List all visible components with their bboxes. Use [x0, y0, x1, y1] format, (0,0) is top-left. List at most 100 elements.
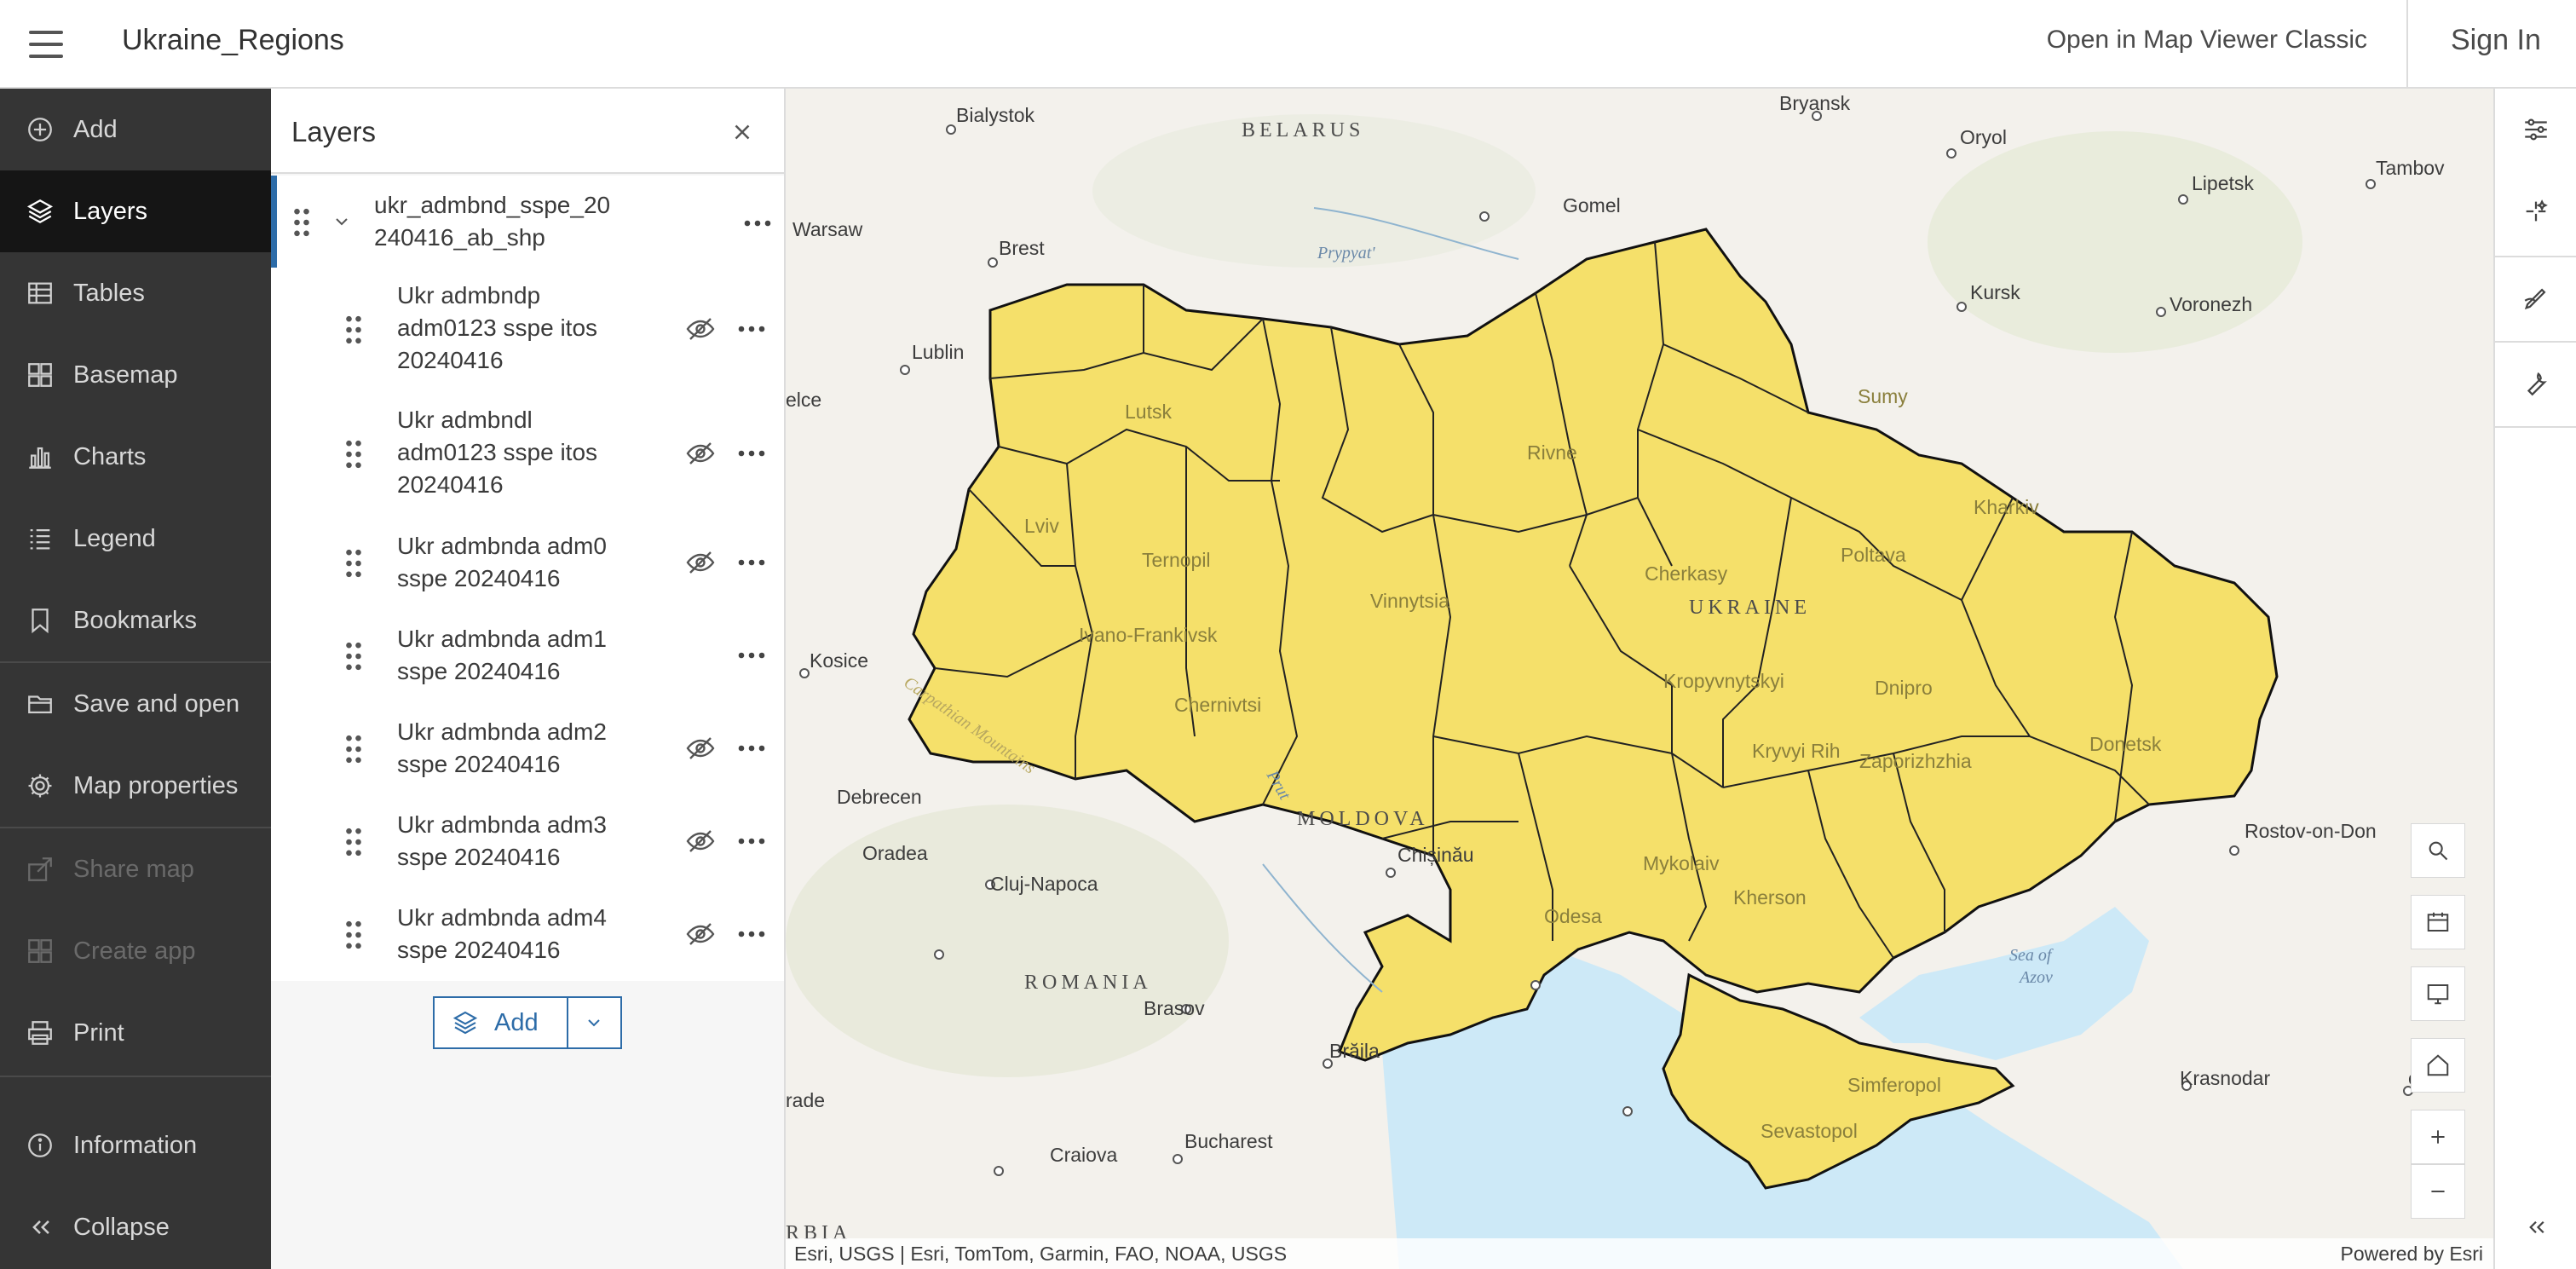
more-options-icon[interactable] — [736, 314, 767, 344]
visibility-off-icon[interactable] — [685, 438, 716, 469]
drag-handle-icon[interactable] — [344, 314, 363, 346]
zoom-in-button[interactable] — [2411, 1110, 2465, 1164]
zoom-out-button[interactable] — [2411, 1164, 2465, 1219]
layer-item[interactable]: Ukr admbndl adm0123 sspe itos 20240416 — [271, 392, 784, 516]
add-layer-button[interactable]: Add — [435, 998, 568, 1047]
share-icon — [26, 855, 55, 884]
more-options-icon[interactable] — [736, 547, 767, 578]
open-in-map-viewer-classic-link[interactable]: Open in Map Viewer Classic — [2046, 26, 2367, 54]
nav-charts[interactable]: Charts — [0, 416, 271, 498]
calendar-icon — [2427, 912, 2449, 932]
basemap-gallery-button[interactable] — [2411, 895, 2465, 949]
drag-handle-icon[interactable] — [292, 206, 311, 239]
chart-icon — [26, 442, 55, 471]
layer-item[interactable]: Ukr admbnda adm3 sspe 20240416 — [271, 795, 784, 888]
properties-button[interactable] — [2495, 89, 2576, 170]
info-icon — [26, 1131, 55, 1160]
layer-name: Ukr admbnda adm0 sspe 20240416 — [397, 533, 607, 591]
powered-by-esri[interactable]: Powered by Esri — [2340, 1243, 2483, 1265]
add-layer-split-button: Add — [433, 996, 622, 1049]
nav-collapse[interactable]: Collapse — [0, 1186, 271, 1268]
more-options-icon[interactable] — [736, 919, 767, 949]
monitor-icon — [2427, 984, 2449, 1005]
effects-button[interactable] — [2495, 170, 2576, 252]
visibility-off-icon[interactable] — [685, 826, 716, 857]
layer-name: Ukr admbndp adm0123 sspe itos 20240416 — [397, 282, 598, 373]
nav-basemap[interactable]: Basemap — [0, 334, 271, 416]
map-label-city: Bucharest — [1184, 1130, 1273, 1152]
visibility-off-icon[interactable] — [685, 314, 716, 344]
sketch-button[interactable] — [2495, 257, 2576, 339]
map-label-city: Krasnodar — [2180, 1067, 2271, 1089]
map-label-city: Bialystok — [956, 104, 1035, 126]
nav-basemap-label: Basemap — [73, 361, 178, 389]
map-label-belarus: BELARUS — [1242, 119, 1365, 141]
layers-icon — [452, 1011, 478, 1035]
more-options-icon[interactable] — [736, 826, 767, 857]
chevron-down-icon[interactable] — [331, 211, 352, 232]
map-label-city: rade — [786, 1089, 826, 1111]
nav-share-map[interactable]: Share map — [0, 828, 271, 910]
nav-divider — [0, 1076, 271, 1077]
more-options-icon[interactable] — [736, 733, 767, 764]
city-markers — [799, 111, 2413, 1176]
nav-save-and-open[interactable]: Save and open — [0, 663, 271, 745]
map-label-region: Sumy — [1858, 385, 1908, 407]
map-label-city: Gomel — [1563, 194, 1621, 216]
visibility-off-icon[interactable] — [685, 919, 716, 949]
drag-handle-icon[interactable] — [344, 733, 363, 765]
drag-handle-icon[interactable] — [344, 826, 363, 858]
hamburger-menu-icon[interactable] — [22, 20, 70, 68]
tools-button[interactable] — [2495, 343, 2576, 424]
layer-group-row[interactable]: ukr_admbnd_sspe_20 240416_ab_shp — [271, 176, 784, 268]
map-label-sea: Sea of — [2009, 946, 2052, 965]
map-label-city: Oryol — [1960, 126, 2007, 148]
app-icon — [26, 937, 55, 966]
add-layer-dropdown[interactable] — [568, 998, 620, 1047]
nav-map-properties[interactable]: Map properties — [0, 745, 271, 827]
drag-handle-icon[interactable] — [344, 438, 363, 470]
map-label-city: Craiova — [1050, 1144, 1118, 1166]
more-options-icon[interactable] — [742, 208, 773, 239]
map-label-city: Lipetsk — [2192, 172, 2254, 194]
map-label-city: Brăila — [1329, 1040, 1380, 1062]
map-label-region: Chernivtsi — [1174, 694, 1262, 716]
map-label-city: Voronezh — [2170, 293, 2253, 315]
layer-item[interactable]: Ukr admbnda adm2 sspe 20240416 — [271, 702, 784, 795]
more-options-icon[interactable] — [736, 438, 767, 469]
nav-bookmarks-label: Bookmarks — [73, 606, 198, 634]
map-view[interactable]: BELARUS UKRAINE MOLDOVA ROMANIA RBIA Bia… — [786, 89, 2493, 1269]
fullscreen-button[interactable] — [2411, 966, 2465, 1021]
nav-information[interactable]: Information — [0, 1105, 271, 1186]
nav-information-label: Information — [73, 1131, 198, 1159]
map-label-ukraine: UKRAINE — [1689, 597, 1811, 619]
layer-item[interactable]: Ukr admbnda adm0 sspe 20240416 — [271, 516, 784, 609]
map-label-region: Ivano-Frankivsk — [1079, 624, 1218, 646]
drag-handle-icon[interactable] — [344, 547, 363, 580]
expand-toolbar-button[interactable] — [2495, 1186, 2576, 1268]
search-button[interactable] — [2411, 823, 2465, 878]
nav-layers[interactable]: Layers — [0, 170, 271, 252]
nav-create-app[interactable]: Create app — [0, 910, 271, 992]
more-options-icon[interactable] — [736, 640, 767, 671]
attribution-text[interactable]: Esri, USGS | Esri, TomTom, Garmin, FAO, … — [794, 1243, 1288, 1265]
map-label-city: Tambov — [2376, 157, 2445, 179]
nav-add[interactable]: Add — [0, 89, 271, 170]
drag-handle-icon[interactable] — [344, 640, 363, 672]
sign-in-button[interactable]: Sign In — [2451, 24, 2541, 56]
nav-tables[interactable]: Tables — [0, 252, 271, 334]
drag-handle-icon[interactable] — [344, 919, 363, 951]
nav-bookmarks[interactable]: Bookmarks — [0, 580, 271, 661]
double-chevron-left-icon — [2528, 1220, 2544, 1234]
home-button[interactable] — [2411, 1038, 2465, 1093]
visibility-off-icon[interactable] — [685, 547, 716, 578]
layer-item[interactable]: Ukr admbnda adm4 sspe 20240416 — [271, 888, 784, 981]
layer-item[interactable]: Ukr admbnda adm1 sspe 20240416 — [271, 609, 784, 702]
visibility-off-icon[interactable] — [685, 733, 716, 764]
nav-print[interactable]: Print — [0, 992, 271, 1074]
nav-legend[interactable]: Legend — [0, 498, 271, 580]
map-label-city: elce — [786, 389, 822, 411]
close-icon[interactable] — [729, 119, 755, 145]
layer-item[interactable]: Ukr admbndp adm0123 sspe itos 20240416 — [271, 268, 784, 392]
map-label-city: Lublin — [912, 341, 965, 363]
